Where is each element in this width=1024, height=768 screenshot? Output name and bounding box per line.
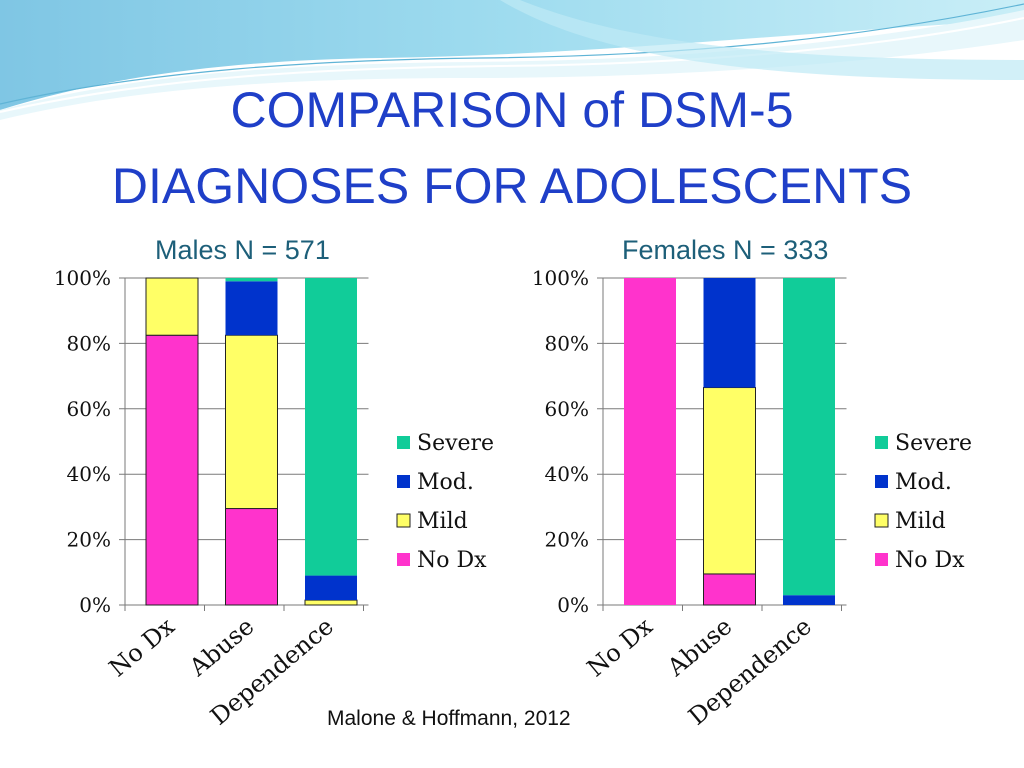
males-legend-swatch	[396, 513, 411, 528]
females-y-tick-label: 20%	[545, 528, 589, 552]
males-legend-swatch	[397, 553, 410, 566]
females-legend-label: Severe	[895, 431, 972, 456]
females-bar-abuse-no-dx	[703, 573, 756, 606]
males-legend-label: No Dx	[417, 548, 487, 573]
females-legend-swatch	[875, 475, 888, 488]
males-legend-swatch	[397, 475, 410, 488]
males-y-tick-label: 60%	[67, 397, 111, 421]
source-citation: Malone & Hoffmann, 2012	[327, 707, 571, 730]
males-y-tick-label: 100%	[54, 266, 111, 290]
females-bar-no-dx-no-dx	[624, 278, 676, 605]
females-bar-dependence-severe	[783, 278, 835, 596]
males-category-label: Abuse	[183, 612, 259, 682]
males-bar-abuse-mod	[225, 281, 278, 336]
males-legend-label: Mild	[417, 509, 468, 534]
males-legend-label: Severe	[417, 431, 494, 456]
females-legend-swatch	[875, 436, 888, 449]
slide-title-line-1: COMPARISON of DSM-5	[230, 82, 794, 138]
females-y-tick-label: 60%	[545, 397, 589, 421]
females-category-label: No Dx	[582, 612, 658, 683]
males-legend-label: Mod.	[417, 470, 474, 495]
males-bar-dependence-mod	[305, 575, 357, 601]
females-bar-abuse-mild	[703, 387, 756, 575]
males-bar-no-dx-no-dx	[145, 334, 199, 606]
females-legend-swatch	[874, 513, 889, 528]
females-chart-title: Females N = 333	[622, 235, 829, 265]
males-bar-abuse-no-dx	[225, 508, 278, 606]
males-category-label: No Dx	[104, 612, 180, 683]
females-legend-swatch	[875, 553, 888, 566]
males-y-tick-label: 0%	[79, 593, 111, 617]
males-legend-swatch	[397, 436, 410, 449]
slide-title-line-2: DIAGNOSES FOR ADOLESCENTS	[111, 158, 913, 214]
females-y-tick-label: 40%	[545, 462, 589, 486]
females-legend-label: No Dx	[895, 548, 965, 573]
females-legend-label: Mod.	[895, 470, 952, 495]
males-chart-title: Males N = 571	[155, 235, 330, 265]
males-bar-dependence-severe	[305, 278, 357, 576]
males-bar-no-dx-mild	[145, 277, 199, 336]
males-bar-abuse-severe	[225, 278, 278, 282]
males-y-tick-label: 40%	[67, 462, 111, 486]
females-legend-label: Mild	[895, 509, 946, 534]
females-y-tick-label: 80%	[545, 331, 589, 355]
males-y-tick-label: 20%	[67, 528, 111, 552]
females-y-tick-label: 0%	[557, 593, 589, 617]
header-wave-decoration	[0, 0, 1024, 120]
males-bar-dependence-mild	[304, 599, 358, 606]
males-y-tick-label: 80%	[67, 331, 111, 355]
females-bar-abuse-mod	[703, 278, 756, 388]
males-bar-abuse-mild	[225, 334, 278, 510]
females-y-tick-label: 100%	[532, 266, 589, 290]
females-bar-dependence-mod	[783, 595, 835, 605]
females-category-label: Abuse	[661, 612, 737, 682]
